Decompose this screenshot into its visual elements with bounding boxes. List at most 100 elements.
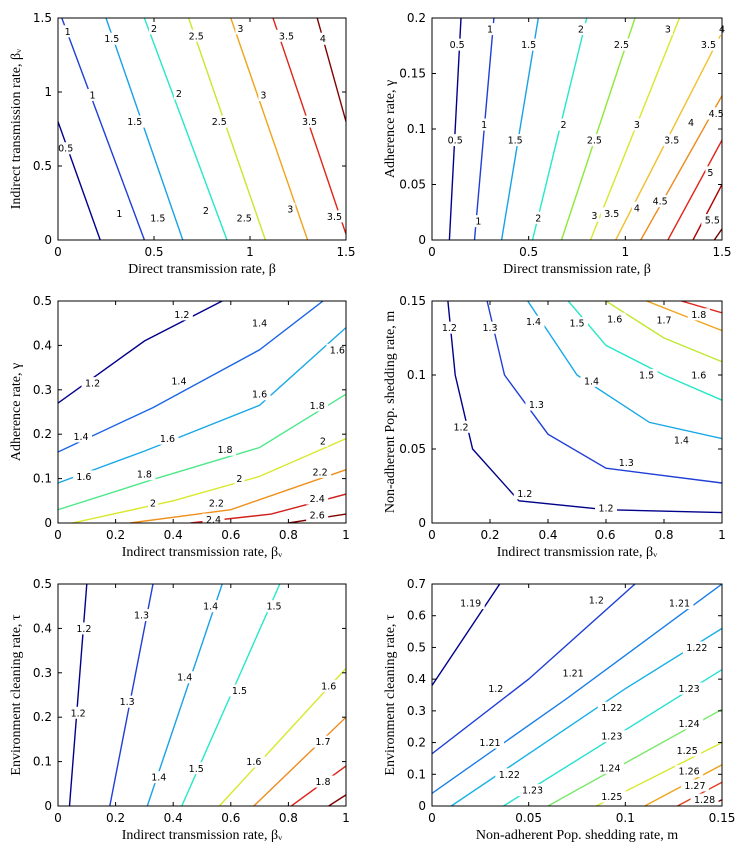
panel-5-contour-label-bg [173,671,196,684]
panel-4-contour-label-bg [603,312,626,325]
panel-6-contour-label-bg [690,793,719,806]
panel-5-contour-label-1.2: 1.2 [71,708,86,719]
panel-1-contour-label-bg [233,211,256,224]
panel-1-contour-label-1.5: 1.5 [150,213,165,224]
panel-3-contour-label-bg [205,497,228,510]
panel-3-xtick-label: 0.8 [279,528,298,542]
panel-3-contour-label-1.6: 1.6 [160,434,175,445]
panel-2-contour-line-4 [640,95,722,240]
panel-4-ytick-label: 0 [418,516,426,530]
panel-1-contour-label-bg [114,207,125,220]
panel-1-contour-label-bg [54,142,77,155]
panel-5-contour-label-bg [242,755,265,768]
panel-1-xlabel: Direct transmission rate, β [128,262,276,277]
panel-4-contour-line-1.7 [646,301,722,332]
panel-5-contour-label-1.5: 1.5 [189,764,204,775]
panel-5-ytick-label: 0.1 [33,755,52,769]
panel-2-frame [431,17,723,241]
panel-3-contour-label-bg [156,432,179,445]
panel-6-contour-label-1.28: 1.28 [694,795,715,806]
panel-4-ytick-label: 0.05 [399,442,426,456]
panel-6-contour-label-bg [559,666,588,679]
panel-1-contour-label-2: 2 [151,24,157,35]
panel-3-contour-label-bg [317,434,328,447]
panel-1-xtick-label: 0 [54,245,62,259]
panel-3-contour-line-1.4 [58,301,324,453]
panel-4-xlabel: Indirect transmission rate, βᵥ [497,545,658,560]
panel-2-contour-label-3: 3 [634,120,640,131]
panel-3-contour-label-2.4: 2.4 [206,515,221,526]
panel-1-ytick-label: 1.5 [33,11,52,25]
panel-3-contour-label-bg [248,388,271,401]
panel-3-xtick-label: 0.4 [164,528,183,542]
panel-4-contour-label-1.4: 1.4 [526,317,541,328]
panel-3: 1.2 1.2 1.4 1.4 1.4 1.6 1.6 1.6 1.6 1.8 1.8 1.8 2 2 2 2… [9,294,350,560]
panel-2-contour-label-4: 4 [634,203,640,214]
panel-2-contours [448,18,722,240]
panel-1-contour-label-0.5: 0.5 [58,144,73,155]
panel-4-contour-label-bg [580,374,603,387]
panel-2-contour-label-bg [660,134,683,147]
panel-2-contour-label-4: 4 [688,118,694,129]
panel-5-xtick-label: 1 [342,811,350,825]
panel-4-contour-label-bg [450,420,472,433]
panel-2-contour-line-1.5 [500,18,539,240]
panel-4-contour-label-bg [615,456,638,469]
panel-3-contour-label-1.6: 1.6 [76,472,91,483]
panel-5-contour-label-1.8: 1.8 [315,777,330,788]
panel-5-contour-label-bg [311,735,334,748]
panel-2-contour-label-bg [533,211,544,224]
panel-2-ylabel: Adherence rate, γ [383,80,398,178]
panel-1-contour-label-bg [62,25,73,38]
panel-4-contour-label-bg [566,317,588,330]
panel-5-ytick-label: 0.3 [33,666,52,680]
panel-4-contour-label-1.3: 1.3 [619,458,634,469]
panel-3-contour-line-1.8 [58,393,346,511]
panel-2-xtick-label: 0.5 [519,245,538,259]
panel-3-contour-label-2: 2 [320,436,326,447]
panel-5-contour-label-bg [185,762,208,775]
panel-3-contours [58,301,346,523]
panel-2-contour-label-1.5: 1.5 [508,136,523,147]
panel-5-contour-label-bg [130,609,153,622]
panel-2-contour-label-bg [504,134,527,147]
panel-4-contour-line-1.4 [527,301,722,440]
panel-1-contour-label-1: 1 [116,209,122,220]
panel-3-contour-label-bg [70,430,93,443]
panel-2-contour-label-bg [697,38,720,51]
panel-2-contour-label-3: 3 [665,25,671,36]
panel-6-contour-label-1.25: 1.25 [677,746,698,757]
panel-4-contour-label-bg [687,369,710,381]
panel-6-ytick-label: 0.6 [407,609,426,623]
panel-3-contour-label-bg [306,509,329,522]
panel-1-contour-label-bg [323,210,346,223]
panel-1-ytick-label: 0 [44,233,52,247]
panel-1-contour-label-bg [208,115,231,128]
panel-3-contour-label-1.2: 1.2 [174,310,189,321]
panel-5-contour-line-1.9 [328,794,346,806]
panel-5-xtick-label: 0.6 [221,811,240,825]
panel-2-contour-label-bg [662,23,673,36]
panel-4-contour-label-bg [479,321,501,334]
panel-1-contour-line-0.5 [58,121,101,240]
panel-4-contour-label-1.2: 1.2 [453,422,468,433]
panel-3-contour-label-bg [81,377,104,390]
panel-2-contour-label-bg [610,38,633,51]
panel-2-contour-label-bg [473,215,484,228]
panel-2-contour-line-5 [692,184,722,240]
panel-3-contour-labels: 1.2 1.2 1.4 1.4 1.4 1.6 1.6 1.6 1.6 1.8 1.8 1.8 2 2 2 2… [70,308,349,526]
panel-3-xtick-label: 0.6 [221,528,240,542]
panel-6-contour-label-bg [675,682,704,695]
panel-3-frame [57,300,347,524]
panel-4-contour-label-1.4: 1.4 [584,376,599,387]
panel-5-xtick-label: 0.4 [164,811,183,825]
panel-6-contour-label-bg [675,717,704,730]
panel-1-contour-label-3: 3 [237,24,243,35]
panel-3-contour-label-1.8: 1.8 [217,445,232,456]
panel-4-contour-line-1.2 [447,301,722,514]
panel-1-contour-label-bg [185,29,208,42]
panel-6-xtick-label: 0.15 [709,811,736,825]
panel-5-contour-label-1.3: 1.3 [134,611,149,622]
panel-4-contour-label-bg [438,321,461,334]
panel-4-contour-label-bg [522,315,545,328]
